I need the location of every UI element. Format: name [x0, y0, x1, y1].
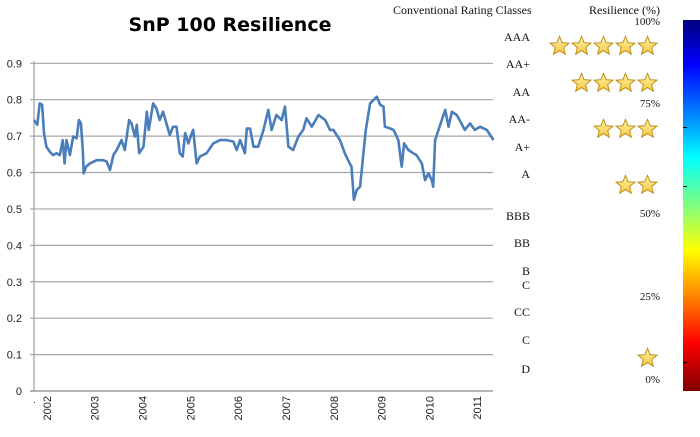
- star-icon: [570, 72, 593, 98]
- x-tick-label: .: [33, 395, 36, 406]
- x-tick-label: 2010: [424, 396, 436, 420]
- x-tick-label: 2006: [233, 396, 245, 420]
- x-tick-label: 2002: [42, 396, 54, 420]
- colorbar-tick: [683, 127, 687, 128]
- x-tick-label: 2011: [472, 396, 484, 420]
- star-icon: [592, 35, 615, 61]
- rating-class-label: D: [521, 362, 530, 376]
- line-chart: 0 0.1 0.2 0.3 0.4 0.5 0.6 0.7 0.8 0.9 . 2002 2003 20…: [7, 58, 495, 420]
- resilience-percent-label: 75%: [639, 98, 660, 110]
- chart-title: SnP 100 Resilience: [128, 14, 332, 36]
- rating-class-label: C: [521, 333, 530, 347]
- series-line: [32, 95, 495, 202]
- x-tick-label: 2007: [281, 396, 293, 420]
- colorbar-tick: [683, 186, 687, 187]
- rating-class-label: B: [521, 264, 530, 278]
- rating-class-label: A: [521, 167, 530, 181]
- star-rating-4: [570, 72, 659, 98]
- star-icon: [548, 35, 571, 61]
- rating-class-label: AA+: [505, 57, 530, 71]
- y-tick-label: 0.1: [7, 350, 22, 362]
- x-tick-label: 2005: [185, 396, 197, 420]
- y-tick-label: 0.4: [7, 240, 22, 252]
- star-rating-2: [614, 174, 659, 200]
- rating-class-label: BB: [513, 236, 530, 250]
- star-icon: [636, 174, 659, 200]
- rating-class-label: A+: [514, 140, 530, 154]
- resilience-percent-label: 50%: [639, 208, 660, 220]
- resilience-header: Resilience (%): [589, 3, 660, 17]
- star-icon: [636, 118, 659, 144]
- star-rating-3: [592, 118, 659, 144]
- star-icon: [614, 35, 637, 61]
- rating-class-label: CC: [513, 305, 530, 319]
- star-icon: [614, 174, 637, 200]
- x-tick-label: 2003: [90, 396, 102, 420]
- y-tick-label: 0.8: [7, 95, 22, 107]
- resilience-colorbar: [683, 20, 700, 391]
- x-tick-label: 2009: [377, 396, 389, 420]
- star-icon: [592, 118, 615, 144]
- star-icon: [614, 72, 637, 98]
- resilience-percent-label: 25%: [639, 291, 660, 303]
- colorbar-tick: [683, 362, 687, 363]
- rating-class-label: BBB: [505, 209, 530, 223]
- rating-class-label: AA: [512, 85, 530, 99]
- rating-class-label: C: [521, 278, 530, 292]
- star-icon: [592, 72, 615, 98]
- y-tick-label: 0.2: [7, 313, 22, 325]
- star-icon: [570, 35, 593, 61]
- y-tick-label: 0.6: [7, 168, 22, 180]
- star-icon: [614, 118, 637, 144]
- y-tick-label: 0: [16, 386, 22, 398]
- rating-class-label: AA-: [508, 112, 530, 126]
- star-icon: [636, 347, 659, 373]
- y-tick-label: 0.7: [7, 131, 22, 143]
- y-tick-label: 0.3: [7, 277, 22, 289]
- star-icon: [636, 35, 659, 61]
- resilience-percent-label: 100%: [634, 16, 660, 28]
- x-tick-label: 2008: [329, 396, 341, 420]
- resilience-percent-label: 0%: [645, 374, 660, 386]
- rating-class-label: AAA: [504, 30, 530, 44]
- star-icon: [636, 72, 659, 98]
- star-rating-5: [548, 35, 659, 61]
- y-tick-label: 0.9: [7, 58, 22, 70]
- y-tick-label: 0.5: [7, 204, 22, 216]
- x-tick-label: 2004: [138, 396, 150, 420]
- rating-classes-header: Conventional Rating Classes: [393, 3, 532, 17]
- star-rating-1: [636, 347, 659, 373]
